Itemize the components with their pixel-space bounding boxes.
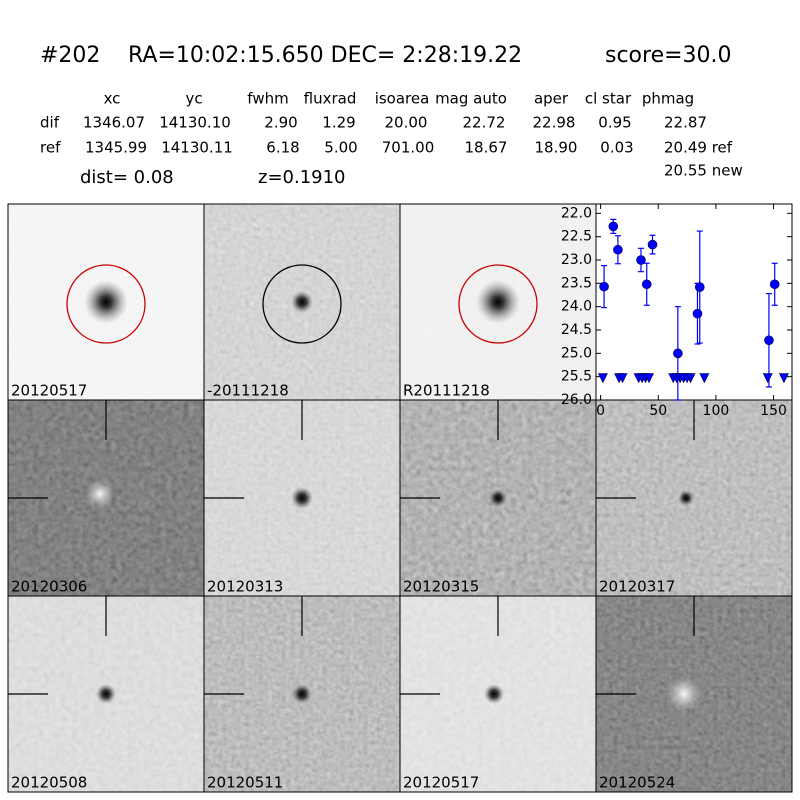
panel-label: 20120517 xyxy=(11,382,87,400)
cell: 6.18 xyxy=(266,139,299,157)
upper-limit xyxy=(644,373,655,384)
x-tick-label: 0 xyxy=(596,403,605,419)
panel-frame xyxy=(595,595,793,793)
panel-label: 20120315 xyxy=(403,578,479,596)
source xyxy=(85,479,115,509)
table: xc yc fwhm fluxrad isoarea mag auto aper cl sta… xyxy=(40,90,733,157)
column-header: cl star xyxy=(585,90,632,108)
upper-limit xyxy=(597,373,608,384)
cell: 0.03 xyxy=(600,139,633,157)
detection xyxy=(647,239,658,250)
x-tick-label: 50 xyxy=(649,403,667,419)
cell: 0.95 xyxy=(598,114,631,132)
cell: 18.90 xyxy=(535,139,578,157)
y-tick-label: 24.0 xyxy=(561,299,592,315)
column-header: fwhm xyxy=(247,90,288,108)
cell: 2.90 xyxy=(264,114,297,132)
candidate-id: #202 xyxy=(40,43,100,68)
upper-limit xyxy=(762,373,773,384)
y-tick-label: 26.0 xyxy=(561,392,592,408)
cell: 20.49 ref xyxy=(664,139,733,157)
dist: dist= 0.08 xyxy=(80,167,174,188)
panel-label: -20111218 xyxy=(207,382,289,400)
source xyxy=(484,684,504,704)
detection xyxy=(613,244,623,255)
aperture xyxy=(66,264,146,344)
detection xyxy=(692,308,703,319)
detection xyxy=(608,221,619,232)
plot-area xyxy=(595,203,793,401)
row-label: dif xyxy=(40,114,60,132)
detection xyxy=(673,348,683,359)
source xyxy=(291,487,313,509)
panel-label: 20120306 xyxy=(11,578,87,596)
y-tick-label: 24.5 xyxy=(561,322,592,338)
cell: 22.72 xyxy=(463,114,506,132)
panel-label: R20111218 xyxy=(403,382,490,400)
column-header: yc xyxy=(185,90,202,108)
cell: 1346.07 xyxy=(83,114,145,132)
column-header: isoarea xyxy=(375,90,430,108)
cell: 18.67 xyxy=(465,139,508,157)
source xyxy=(678,490,694,506)
redshift: z=0.1910 xyxy=(258,167,346,188)
cell: 22.87 xyxy=(664,114,707,132)
upper-limit xyxy=(778,373,789,384)
panel-label: 20120317 xyxy=(599,578,675,596)
y-tick-label: 25.0 xyxy=(561,345,592,361)
panel-label: 20120511 xyxy=(207,774,283,792)
detection xyxy=(641,279,652,290)
column-header: fluxrad xyxy=(304,90,357,108)
upper-limit xyxy=(617,373,628,384)
detection xyxy=(636,255,646,265)
cell: 5.00 xyxy=(324,139,357,157)
column-header: xc xyxy=(104,90,121,108)
panels: 20120517 -20111218 R20111218 20120306 201203… xyxy=(7,203,793,793)
source xyxy=(476,280,520,324)
cell: 1345.99 xyxy=(85,139,147,157)
column-header: aper xyxy=(534,90,569,108)
cell: 20.00 xyxy=(385,114,428,132)
column-header: phmag xyxy=(642,90,694,108)
upper-limit xyxy=(699,373,710,384)
cell: 14130.10 xyxy=(159,114,231,132)
cell: 1.29 xyxy=(322,114,355,132)
cell: 14130.11 xyxy=(161,139,233,157)
detection xyxy=(694,282,705,292)
row-label: ref xyxy=(40,139,61,157)
source xyxy=(291,291,313,313)
cell: 22.98 xyxy=(533,114,576,132)
detection xyxy=(764,335,774,346)
y-tick-label: 22.0 xyxy=(561,205,592,221)
panel-label: 20120508 xyxy=(11,774,87,792)
cell: 701.00 xyxy=(382,139,435,157)
aperture xyxy=(458,264,538,344)
source xyxy=(96,684,116,704)
x-tick-label: 150 xyxy=(760,403,787,419)
column-header: mag auto xyxy=(435,90,507,108)
panel-label: 20120524 xyxy=(599,774,675,792)
panel-label: 20120313 xyxy=(207,578,283,596)
y-tick-label: 23.0 xyxy=(561,252,592,268)
source xyxy=(489,489,507,507)
score: score=30.0 xyxy=(605,43,732,68)
light-curve: 22.0 22.5 23.0 23.5 24.0 24.5 25.0 25.5 26.00 50 1… xyxy=(561,203,793,419)
new-mag: 20.55 new xyxy=(664,162,743,180)
y-tick-label: 25.5 xyxy=(561,369,592,385)
detection xyxy=(769,279,780,290)
source xyxy=(84,280,128,324)
source xyxy=(666,676,702,712)
panel-label: 20120517 xyxy=(403,774,479,792)
coordinates: RA=10:02:15.650 DEC= 2:28:19.22 xyxy=(128,43,522,68)
x-tick-label: 100 xyxy=(703,403,730,419)
detection xyxy=(599,281,609,292)
upper-limit xyxy=(685,373,696,384)
source xyxy=(292,684,312,704)
y-tick-label: 22.5 xyxy=(561,229,592,245)
aperture xyxy=(262,264,342,344)
y-tick-label: 23.5 xyxy=(561,275,592,291)
